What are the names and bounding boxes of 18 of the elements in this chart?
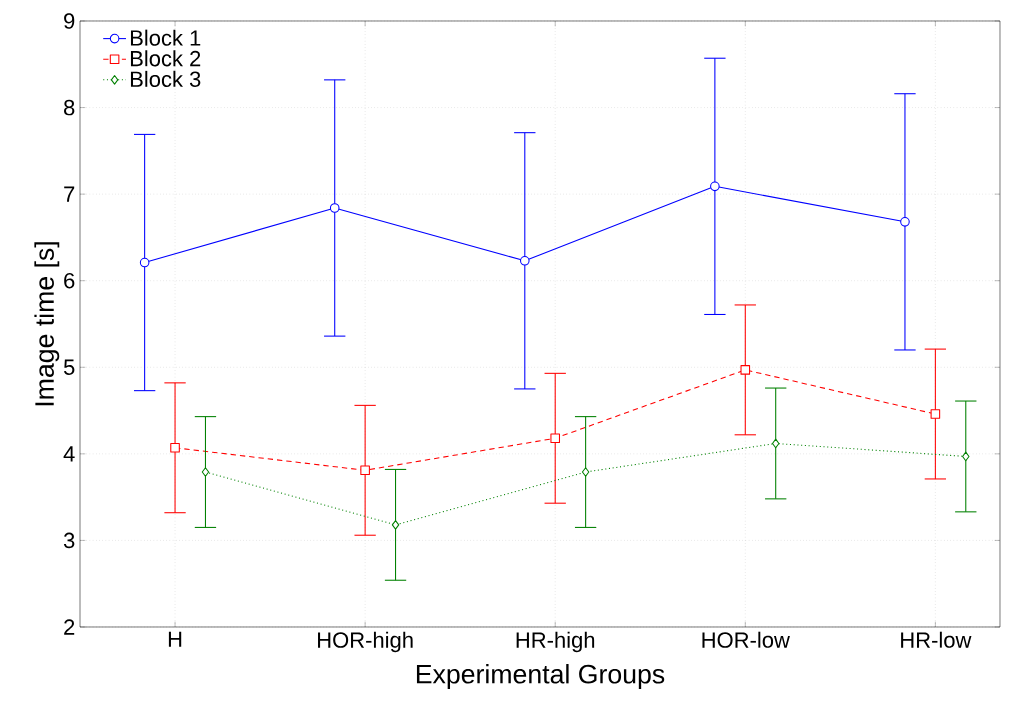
x-tick-label: HOR-low xyxy=(702,631,790,648)
legend-label: Block 2 xyxy=(130,50,201,67)
y-axis-title: Image time [s] xyxy=(34,242,60,406)
y-tick-label: 9 xyxy=(64,13,75,29)
y-tick-label: 5 xyxy=(63,359,75,375)
y-tick-label: 3 xyxy=(63,532,75,549)
y-tick-label: 7 xyxy=(64,186,75,202)
legend-label: Block 1 xyxy=(130,29,201,46)
x-tick-label: HR-low xyxy=(901,631,972,648)
x-axis-title: Experimental Groups xyxy=(416,664,665,689)
y-tick-label: 8 xyxy=(64,99,75,116)
y-tick-label: 2 xyxy=(64,619,75,635)
y-tick-label: 6 xyxy=(64,272,75,289)
x-tick-label: HOR-high xyxy=(318,631,413,653)
y-tick-label: 4 xyxy=(63,446,75,462)
x-tick-label: H xyxy=(168,631,182,647)
x-tick-label: HR-high xyxy=(516,631,595,653)
legend-label: Block 3 xyxy=(130,70,201,87)
